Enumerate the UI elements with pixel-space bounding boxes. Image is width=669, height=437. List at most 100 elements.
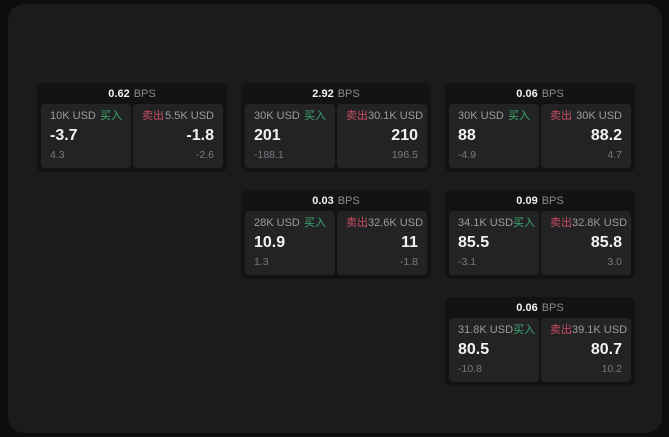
sell-tile-header: 卖出 32.6K USD — [346, 217, 423, 229]
buy-price: 85.5 — [458, 234, 490, 252]
sell-tile-header: 卖出 30K USD — [550, 110, 622, 122]
quote-card: 0.06 BPS 30K USD 买入 88 -4.9 卖出 30K USD 8… — [445, 83, 635, 172]
sell-side-label: 卖出 — [346, 217, 368, 229]
buy-side-label: 买入 — [513, 217, 536, 229]
bps-unit-label: BPS — [541, 194, 564, 207]
card-bps-header: 2.92 BPS — [245, 83, 427, 104]
card-bps-header: 0.62 BPS — [41, 83, 223, 104]
bps-value: 0.09 — [516, 194, 538, 207]
buy-tile-header: 34.1K USD 买入 — [458, 217, 535, 229]
buy-price: 10.9 — [254, 234, 286, 252]
sell-side-label: 卖出 — [550, 110, 572, 122]
bps-unit-label: BPS — [541, 301, 564, 314]
sell-delta: -2.6 — [195, 149, 214, 162]
bps-unit-label: BPS — [133, 87, 156, 100]
sell-tile[interactable]: 卖出 5.5K USD -1.8 -2.6 — [133, 104, 223, 168]
sell-delta: 196.5 — [391, 149, 418, 162]
buy-sell-tiles: 34.1K USD 买入 85.5 -3.1 卖出 32.8K USD 85.8… — [449, 211, 631, 275]
quote-card: 0.03 BPS 28K USD 买入 10.9 1.3 卖出 32.6K US… — [241, 190, 431, 279]
sell-price: 80.7 — [590, 341, 622, 359]
quote-card: 0.09 BPS 34.1K USD 买入 85.5 -3.1 卖出 32.8K… — [445, 190, 635, 279]
sell-price: 11 — [401, 234, 418, 252]
buy-side-label: 买入 — [508, 110, 530, 122]
sell-tile[interactable]: 卖出 39.1K USD 80.7 10.2 — [541, 318, 631, 382]
sell-side-label: 卖出 — [550, 324, 572, 336]
quotes-panel: 0.62 BPS 10K USD 买入 -3.7 4.3 卖出 5.5K USD… — [8, 4, 662, 433]
buy-side-label: 买入 — [304, 110, 326, 122]
buy-price: -3.7 — [50, 127, 78, 145]
quote-card: 0.06 BPS 31.8K USD 买入 80.5 -10.8 卖出 39.1… — [445, 297, 635, 386]
buy-delta: -10.8 — [458, 363, 482, 376]
sell-side-label: 卖出 — [142, 110, 164, 122]
sell-amount: 32.6K USD — [368, 217, 424, 229]
buy-tile-header: 28K USD 买入 — [254, 217, 326, 229]
sell-tile[interactable]: 卖出 30.1K USD 210 196.5 — [337, 104, 427, 168]
sell-delta: -1.8 — [399, 256, 418, 269]
buy-price: 201 — [254, 127, 281, 145]
card-bps-header: 0.03 BPS — [245, 190, 427, 211]
bps-unit-label: BPS — [541, 87, 564, 100]
bps-value: 0.03 — [312, 194, 334, 207]
buy-price: 80.5 — [458, 341, 490, 359]
buy-delta: 1.3 — [254, 256, 269, 269]
sell-amount: 30.1K USD — [368, 110, 424, 122]
buy-sell-tiles: 31.8K USD 买入 80.5 -10.8 卖出 39.1K USD 80.… — [449, 318, 631, 382]
sell-amount: 32.8K USD — [572, 217, 628, 229]
buy-tile[interactable]: 31.8K USD 买入 80.5 -10.8 — [449, 318, 539, 382]
buy-delta: 4.3 — [50, 149, 65, 162]
buy-amount: 28K USD — [254, 217, 300, 229]
bps-value: 0.06 — [516, 87, 538, 100]
sell-tile-header: 卖出 32.8K USD — [550, 217, 627, 229]
buy-sell-tiles: 30K USD 买入 88 -4.9 卖出 30K USD 88.2 4.7 — [449, 104, 631, 168]
sell-delta: 4.7 — [607, 149, 622, 162]
sell-amount: 5.5K USD — [165, 110, 214, 122]
quote-card: 0.62 BPS 10K USD 买入 -3.7 4.3 卖出 5.5K USD… — [37, 83, 227, 172]
bps-unit-label: BPS — [337, 194, 360, 207]
sell-amount: 39.1K USD — [572, 324, 628, 336]
buy-sell-tiles: 28K USD 买入 10.9 1.3 卖出 32.6K USD 11 -1.8 — [245, 211, 427, 275]
bps-value: 2.92 — [312, 87, 334, 100]
buy-amount: 34.1K USD — [458, 217, 514, 229]
quotes-grid: 0.62 BPS 10K USD 买入 -3.7 4.3 卖出 5.5K USD… — [37, 83, 635, 386]
sell-tile-header: 卖出 30.1K USD — [346, 110, 423, 122]
buy-side-label: 买入 — [304, 217, 326, 229]
buy-tile-header: 31.8K USD 买入 — [458, 324, 535, 336]
buy-delta: -188.1 — [254, 149, 284, 162]
sell-tile[interactable]: 卖出 32.8K USD 85.8 3.0 — [541, 211, 631, 275]
buy-tile[interactable]: 30K USD 买入 88 -4.9 — [449, 104, 539, 168]
buy-side-label: 买入 — [100, 110, 122, 122]
buy-tile[interactable]: 34.1K USD 买入 85.5 -3.1 — [449, 211, 539, 275]
sell-tile[interactable]: 卖出 32.6K USD 11 -1.8 — [337, 211, 427, 275]
sell-amount: 30K USD — [576, 110, 622, 122]
card-bps-header: 0.06 BPS — [449, 297, 631, 318]
sell-price: 88.2 — [590, 127, 622, 145]
bps-unit-label: BPS — [337, 87, 360, 100]
buy-tile[interactable]: 30K USD 买入 201 -188.1 — [245, 104, 335, 168]
sell-delta: 10.2 — [601, 363, 622, 376]
buy-tile[interactable]: 10K USD 买入 -3.7 4.3 — [41, 104, 131, 168]
buy-amount: 30K USD — [458, 110, 504, 122]
buy-delta: -3.1 — [458, 256, 477, 269]
sell-side-label: 卖出 — [346, 110, 368, 122]
buy-amount: 31.8K USD — [458, 324, 514, 336]
buy-delta: -4.9 — [458, 149, 477, 162]
sell-tile-header: 卖出 5.5K USD — [142, 110, 214, 122]
buy-tile-header: 30K USD 买入 — [254, 110, 326, 122]
buy-tile-header: 10K USD 买入 — [50, 110, 122, 122]
sell-side-label: 卖出 — [550, 217, 572, 229]
sell-tile-header: 卖出 39.1K USD — [550, 324, 627, 336]
buy-tile[interactable]: 28K USD 买入 10.9 1.3 — [245, 211, 335, 275]
sell-price: 210 — [391, 127, 418, 145]
buy-side-label: 买入 — [513, 324, 536, 336]
buy-amount: 10K USD — [50, 110, 96, 122]
buy-amount: 30K USD — [254, 110, 300, 122]
card-bps-header: 0.09 BPS — [449, 190, 631, 211]
bps-value: 0.06 — [516, 301, 538, 314]
buy-sell-tiles: 10K USD 买入 -3.7 4.3 卖出 5.5K USD -1.8 -2.… — [41, 104, 223, 168]
sell-price: -1.8 — [186, 127, 214, 145]
sell-tile[interactable]: 卖出 30K USD 88.2 4.7 — [541, 104, 631, 168]
sell-delta: 3.0 — [607, 256, 622, 269]
buy-tile-header: 30K USD 买入 — [458, 110, 530, 122]
bps-value: 0.62 — [108, 87, 130, 100]
buy-price: 88 — [458, 127, 476, 145]
